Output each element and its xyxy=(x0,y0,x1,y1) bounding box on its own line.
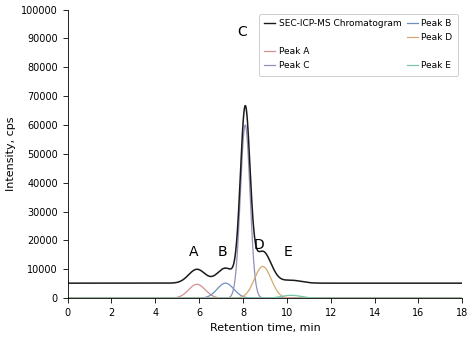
Legend: SEC-ICP-MS Chromatogram, , Peak A, Peak C, Peak B, Peak D, , Peak E: SEC-ICP-MS Chromatogram, , Peak A, Peak … xyxy=(259,14,458,76)
Text: D: D xyxy=(254,238,265,252)
Text: B: B xyxy=(218,245,227,259)
Text: A: A xyxy=(189,245,199,259)
Y-axis label: Intensity, cps: Intensity, cps xyxy=(6,117,16,191)
X-axis label: Retention time, min: Retention time, min xyxy=(210,323,320,334)
Text: E: E xyxy=(283,245,292,259)
Text: C: C xyxy=(237,24,247,39)
